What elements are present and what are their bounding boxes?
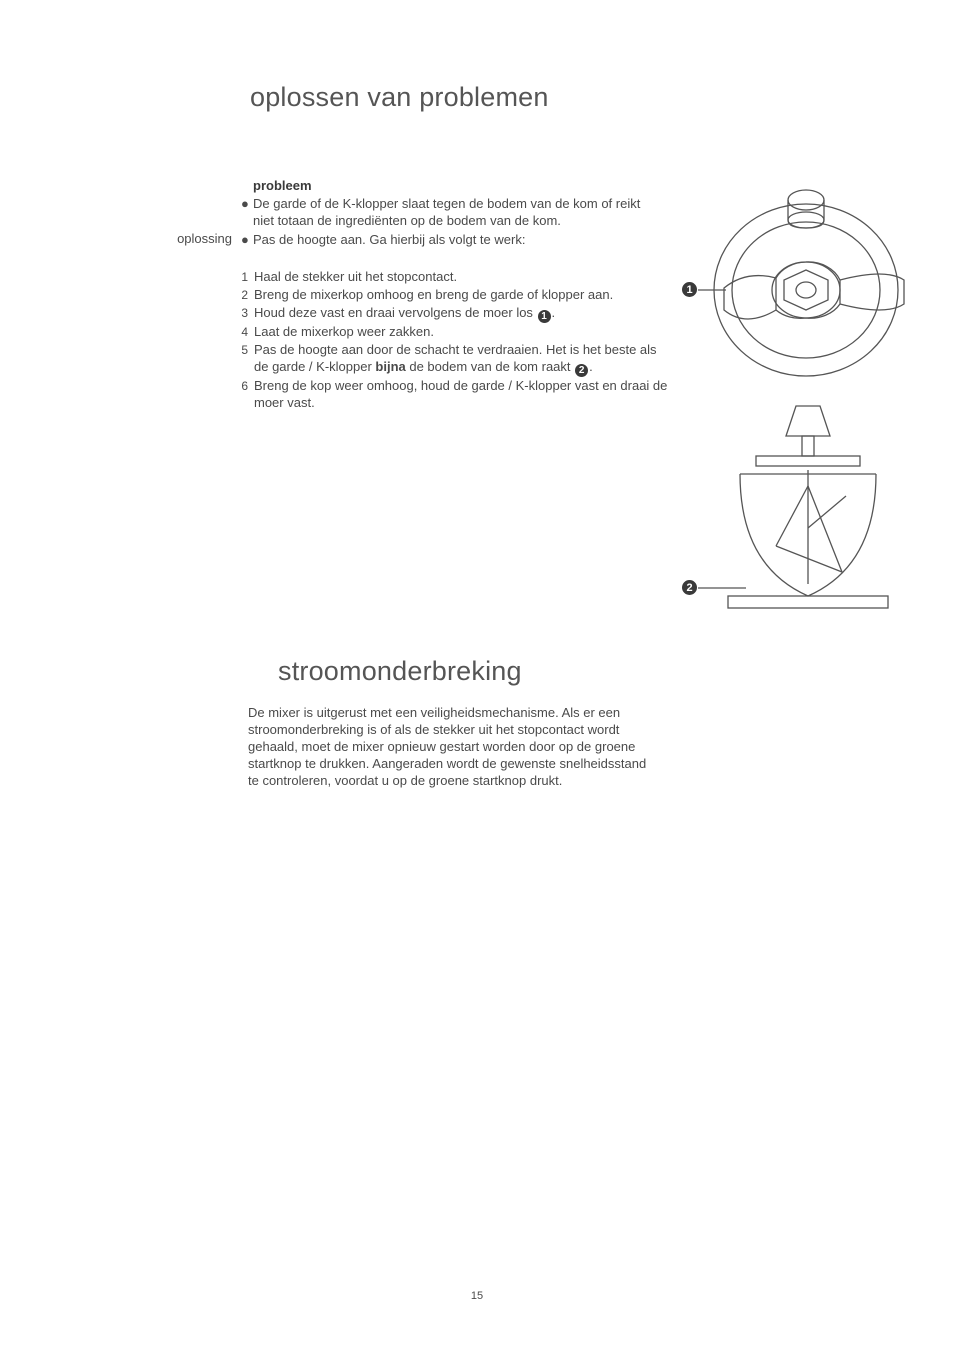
step-num: 6 [234,377,254,395]
step-2: 2 Breng de mixerkop omhoog en breng de g… [234,286,672,304]
step-4: 4 Laat de mixerkop weer zakken. [234,323,672,341]
step-2-text: Breng de mixerkop omhoog en breng de gar… [254,286,613,303]
problem-bullet-1-text: De garde of de K-klopper slaat tegen de … [253,195,661,229]
figure-2-svg [686,396,906,616]
figure-1-badge: 1 [682,282,697,297]
step-num: 5 [234,341,254,359]
section-2-title: stroomonderbreking [278,656,522,687]
step-num: 2 [234,286,254,304]
bullet-dot: ● [241,231,253,248]
step-1: 1 Haal de stekker uit het stopcontact. [234,268,672,286]
figure-2-badge: 2 [682,580,697,595]
figure-1-svg [686,170,906,380]
steps-list: 1 Haal de stekker uit het stopcontact. 2… [234,268,672,411]
solution-bullet-text: Pas de hoogte aan. Ga hierbij als volgt … [253,231,525,248]
step-5: 5 Pas de hoogte aan door de schacht te v… [234,341,672,377]
step-3-text: Houd deze vast en draai vervolgens de mo… [254,304,555,323]
figure-1: 1 [686,170,906,380]
step-3: 3 Houd deze vast en draai vervolgens de … [234,304,672,323]
step-6: 6 Breng de kop weer omhoog, houd de gard… [234,377,672,411]
side-label-solution: oplossing [120,231,232,246]
figure-2: 2 [686,396,906,616]
page-number: 15 [0,1290,954,1302]
subhead-problem: probleem [253,178,312,193]
problem-bullet-1: ● De garde of de K-klopper slaat tegen d… [241,195,661,229]
manual-page: oplossen van problemen probleem ● De gar… [0,0,954,1349]
inline-badge-2: 2 [575,364,588,377]
step-1-text: Haal de stekker uit het stopcontact. [254,268,457,285]
step-num: 4 [234,323,254,341]
step-num: 1 [234,268,254,286]
step-5-text: Pas de hoogte aan door de schacht te ver… [254,341,672,377]
section-1-title: oplossen van problemen [250,82,549,113]
step-6-text: Breng de kop weer omhoog, houd de garde … [254,377,672,411]
step-4-text: Laat de mixerkop weer zakken. [254,323,434,340]
section-2-body: De mixer is uitgerust met een veiligheid… [248,704,648,789]
inline-badge-1: 1 [538,310,551,323]
bullet-dot: ● [241,195,253,212]
step-num: 3 [234,304,254,322]
solution-bullet: ● Pas de hoogte aan. Ga hierbij als volg… [241,231,661,248]
